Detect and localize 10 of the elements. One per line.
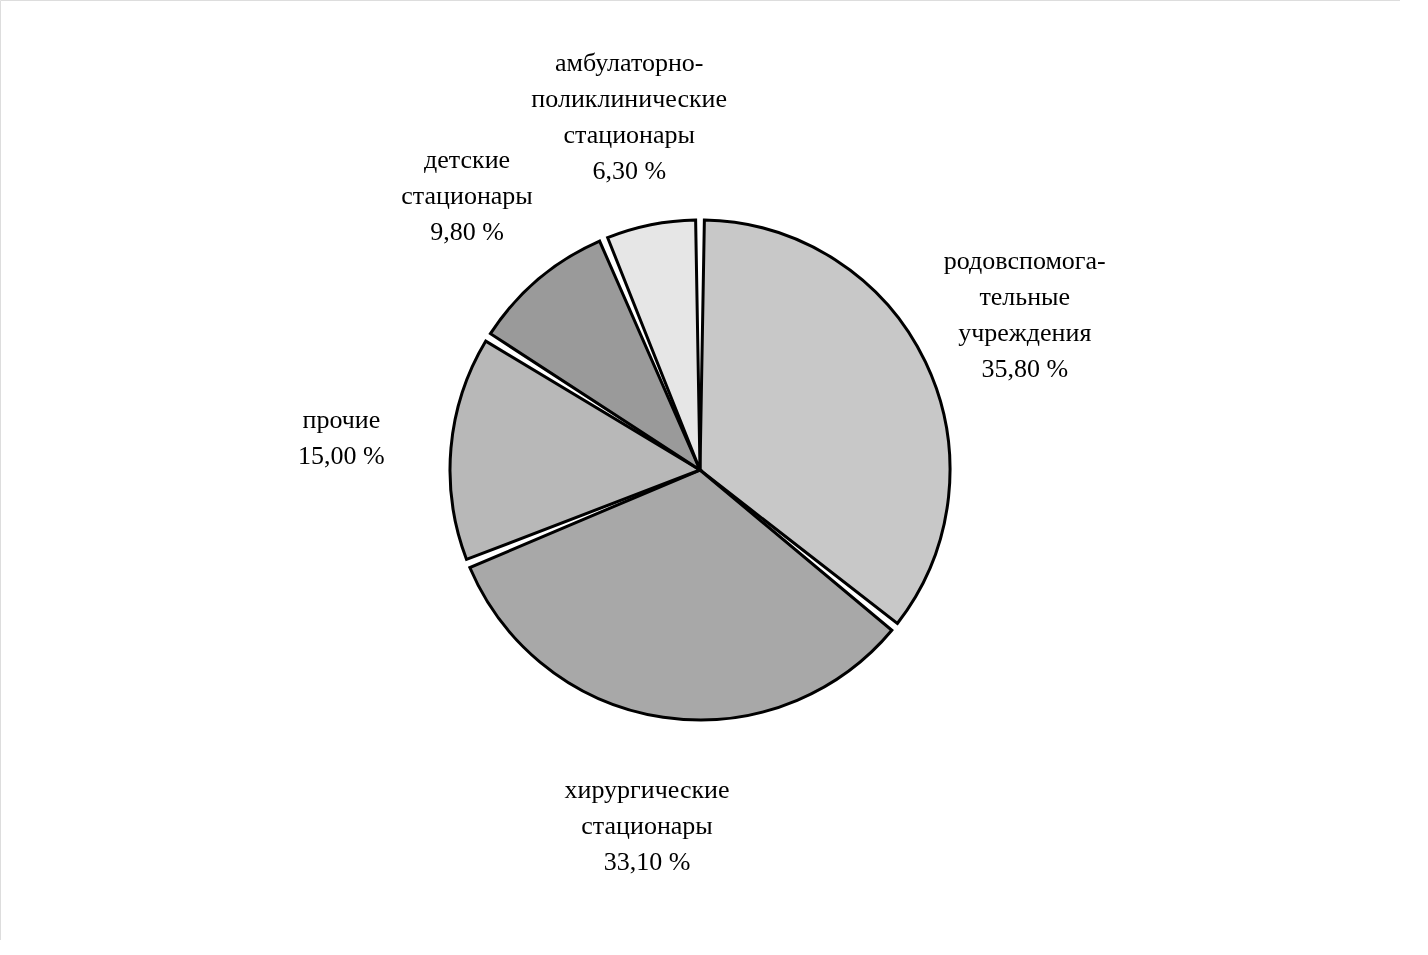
slice-label: детские стационары — [401, 144, 533, 210]
data-label: 15,00 % — [298, 441, 385, 471]
slice-label: родовспомога- тельные учреждения — [943, 245, 1106, 347]
data-label: 33,10 % — [603, 847, 691, 877]
slice-label: прочие — [302, 405, 381, 435]
data-label: 6,30 % — [592, 156, 667, 186]
slice-label: хирургические стационары — [564, 775, 730, 841]
data-label: 35,80 % — [981, 353, 1069, 383]
data-label: 9,80 % — [430, 216, 504, 246]
slice-label: амбулаторно- поликлинические стационары — [531, 48, 728, 150]
